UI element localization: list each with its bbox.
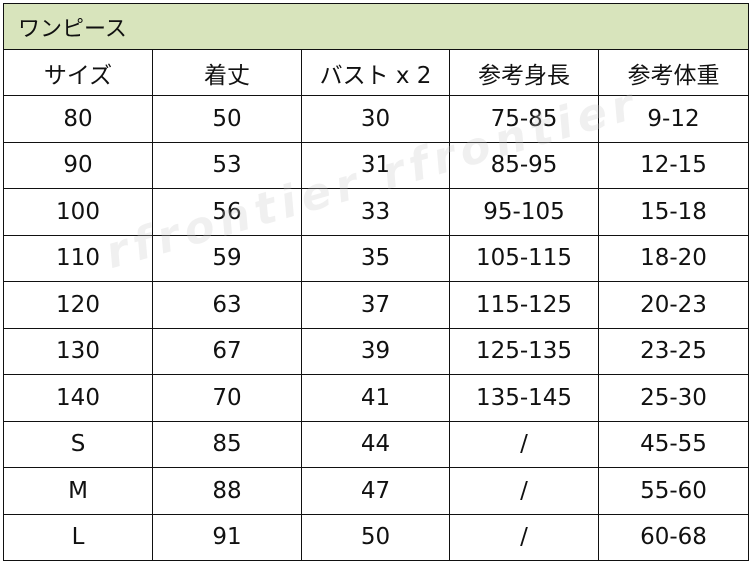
table-cell: 9-12: [598, 95, 749, 143]
table-row: 100 56 33 95-105 15-18: [3, 188, 749, 236]
table-row: 90 53 31 85-95 12-15: [3, 141, 749, 189]
table-cell: 75-85: [449, 95, 599, 143]
table-cell: 100: [3, 188, 153, 236]
table-cell: 110: [3, 234, 153, 282]
table-cell: 125-135: [449, 327, 599, 375]
table-cell: 25-30: [598, 374, 749, 422]
table-cell: /: [449, 513, 599, 561]
table-cell: 67: [152, 327, 302, 375]
table-cell: 56: [152, 188, 302, 236]
table-cell: 95-105: [449, 188, 599, 236]
table-cell: 90: [3, 141, 153, 189]
table-cell: 135-145: [449, 374, 599, 422]
header-size: サイズ: [3, 49, 153, 96]
table-row: 130 67 39 125-135 23-25: [3, 327, 749, 375]
table-cell: /: [449, 420, 599, 468]
table-cell: 45-55: [598, 420, 749, 468]
table-title: ワンピース: [3, 3, 749, 50]
table-cell: 50: [152, 95, 302, 143]
table-cell: 31: [301, 141, 450, 189]
table-cell: 50: [301, 513, 450, 561]
table-cell: L: [3, 513, 153, 561]
table-cell: 15-18: [598, 188, 749, 236]
table-row: 140 70 41 135-145 25-30: [3, 374, 749, 422]
table-cell: 120: [3, 281, 153, 329]
table-cell: 105-115: [449, 234, 599, 282]
table-cell: 60-68: [598, 513, 749, 561]
table-cell: M: [3, 467, 153, 515]
table-cell: 63: [152, 281, 302, 329]
table-cell: 130: [3, 327, 153, 375]
table-row: 110 59 35 105-115 18-20: [3, 234, 749, 282]
table-cell: S: [3, 420, 153, 468]
table-cell: 12-15: [598, 141, 749, 189]
size-table: ワンピース サイズ 着丈 バスト x 2 参考身長 参考体重 80 50 30 75-…: [3, 3, 749, 561]
table-cell: 85: [152, 420, 302, 468]
header-length: 着丈: [152, 49, 302, 96]
table-cell: 55-60: [598, 467, 749, 515]
table-row: 80 50 30 75-85 9-12: [3, 95, 749, 143]
table-title-row: ワンピース: [3, 3, 749, 50]
table-cell: 33: [301, 188, 450, 236]
table-cell: 23-25: [598, 327, 749, 375]
header-bust: バスト x 2: [301, 49, 450, 96]
header-row: サイズ 着丈 バスト x 2 参考身長 参考体重: [3, 49, 749, 96]
table-cell: 35: [301, 234, 450, 282]
table-cell: 91: [152, 513, 302, 561]
table-cell: 39: [301, 327, 450, 375]
table-row: 120 63 37 115-125 20-23: [3, 281, 749, 329]
table-cell: 47: [301, 467, 450, 515]
header-weight: 参考体重: [598, 49, 749, 96]
table-cell: 85-95: [449, 141, 599, 189]
table-cell: 53: [152, 141, 302, 189]
table-cell: 88: [152, 467, 302, 515]
table-row: L 91 50/60-68: [3, 513, 749, 561]
table-cell: 37: [301, 281, 450, 329]
table-cell: 140: [3, 374, 153, 422]
header-height: 参考身長: [449, 49, 599, 96]
table-cell: 59: [152, 234, 302, 282]
table-cell: 20-23: [598, 281, 749, 329]
table-cell: 30: [301, 95, 450, 143]
table-row: M 88 47/55-60: [3, 467, 749, 515]
table-cell: 70: [152, 374, 302, 422]
table-row: S 85 44/45-55: [3, 420, 749, 468]
table-cell: 115-125: [449, 281, 599, 329]
table-cell: 41: [301, 374, 450, 422]
table-cell: 18-20: [598, 234, 749, 282]
table-cell: 44: [301, 420, 450, 468]
table-cell: 80: [3, 95, 153, 143]
table-cell: /: [449, 467, 599, 515]
